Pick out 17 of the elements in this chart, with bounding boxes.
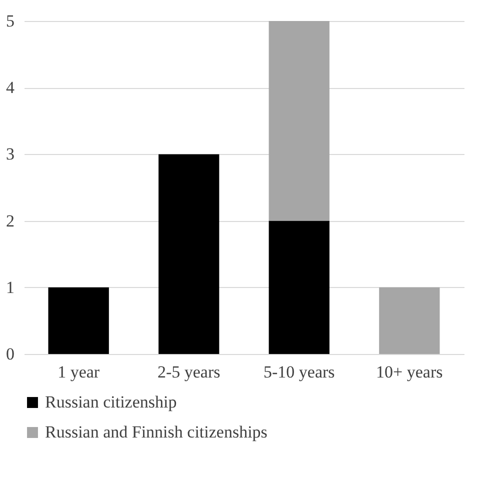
bar bbox=[379, 287, 440, 354]
legend-label: Russian citizenship bbox=[45, 392, 177, 412]
bar bbox=[268, 220, 330, 354]
y-tick-label: 5 bbox=[6, 12, 14, 30]
legend-label: Russian and Finnish citizenships bbox=[45, 422, 268, 442]
x-tick-label: 5-10 years bbox=[263, 362, 335, 382]
x-tick-label: 10+ years bbox=[376, 362, 443, 382]
bar bbox=[158, 154, 220, 354]
y-tick-label: 1 bbox=[6, 278, 14, 297]
x-tick-label: 1 year bbox=[58, 362, 100, 382]
bar bbox=[48, 287, 109, 354]
y-tick-label: 4 bbox=[6, 78, 15, 98]
x-tick-label: 2-5 years bbox=[157, 362, 220, 382]
bar bbox=[268, 21, 330, 221]
y-tick-label: 2 bbox=[6, 211, 14, 230]
y-tick-label: 0 bbox=[6, 344, 14, 364]
y-tick-label: 3 bbox=[6, 144, 14, 164]
